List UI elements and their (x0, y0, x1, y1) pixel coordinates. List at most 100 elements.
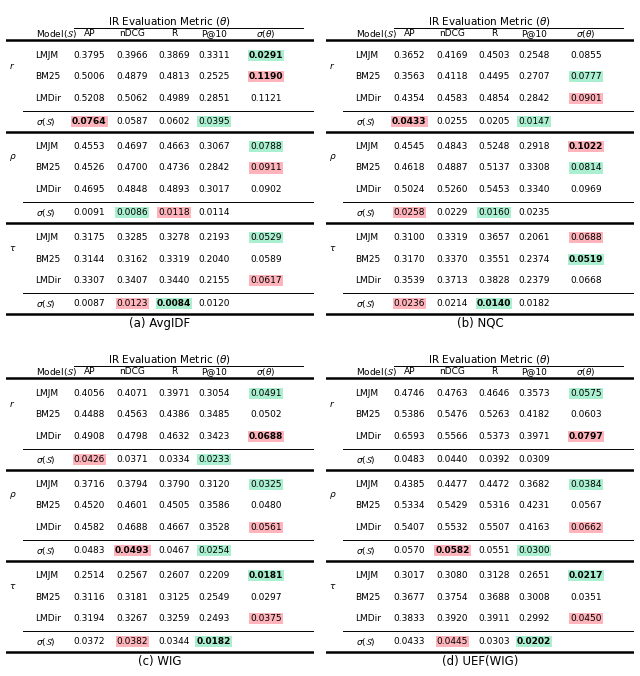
Text: 0.3423: 0.3423 (198, 432, 230, 441)
Text: 0.0483: 0.0483 (74, 546, 105, 555)
Text: 0.3485: 0.3485 (198, 410, 230, 419)
Text: $\tau$: $\tau$ (10, 582, 17, 591)
Text: 0.0303: 0.0303 (478, 637, 509, 646)
Text: 0.0217: 0.0217 (569, 571, 604, 580)
Text: 0.0334: 0.0334 (158, 455, 189, 464)
Text: 0.4646: 0.4646 (478, 389, 509, 397)
Text: 0.0205: 0.0205 (478, 117, 509, 126)
Text: 0.0382: 0.0382 (116, 637, 148, 646)
Text: 0.4887: 0.4887 (436, 164, 468, 172)
Text: $r$: $r$ (330, 399, 335, 409)
Text: 0.5024: 0.5024 (394, 185, 425, 194)
Text: 0.3120: 0.3120 (198, 480, 230, 489)
Text: 0.2567: 0.2567 (116, 571, 148, 580)
Text: BM25: BM25 (36, 164, 61, 172)
Text: 0.3716: 0.3716 (74, 480, 105, 489)
Text: Model($\mathcal{S}$): Model($\mathcal{S}$) (36, 28, 77, 39)
Text: BM25: BM25 (36, 72, 61, 81)
Text: 0.0777: 0.0777 (570, 72, 602, 81)
Text: 0.0662: 0.0662 (570, 523, 602, 532)
Text: 0.0603: 0.0603 (570, 410, 602, 419)
Text: P@10: P@10 (201, 367, 227, 376)
Text: 0.0587: 0.0587 (116, 117, 148, 126)
Text: 0.2061: 0.2061 (518, 233, 550, 242)
Text: 0.4893: 0.4893 (158, 185, 189, 194)
Text: 0.3652: 0.3652 (394, 51, 425, 59)
Text: 0.0344: 0.0344 (158, 637, 189, 646)
Text: R: R (171, 29, 177, 38)
Text: 0.3370: 0.3370 (436, 255, 468, 264)
Text: 0.3181: 0.3181 (116, 593, 148, 602)
Text: 0.0467: 0.0467 (158, 546, 189, 555)
Text: 0.2992: 0.2992 (518, 614, 550, 623)
Text: 0.3573: 0.3573 (518, 389, 550, 397)
Text: 0.0325: 0.0325 (250, 480, 282, 489)
Text: 0.0297: 0.0297 (250, 593, 282, 602)
Text: 0.0258: 0.0258 (394, 208, 425, 217)
Text: 0.3017: 0.3017 (394, 571, 425, 580)
Text: 0.3677: 0.3677 (394, 593, 425, 602)
Text: 0.2493: 0.2493 (198, 614, 230, 623)
Text: $\sigma(\theta)$: $\sigma(\theta)$ (576, 366, 596, 377)
Text: 0.5429: 0.5429 (436, 502, 468, 510)
Text: 0.0086: 0.0086 (116, 208, 148, 217)
Text: BM25: BM25 (356, 410, 381, 419)
Text: AP: AP (404, 29, 415, 38)
Text: 0.3175: 0.3175 (74, 233, 105, 242)
Text: 0.4697: 0.4697 (116, 142, 148, 151)
Text: 0.0236: 0.0236 (394, 299, 425, 308)
Text: 0.0480: 0.0480 (250, 502, 282, 510)
Text: 0.0120: 0.0120 (198, 299, 230, 308)
Text: 0.0426: 0.0426 (74, 455, 105, 464)
Text: 0.0582: 0.0582 (435, 546, 470, 555)
Text: 0.3795: 0.3795 (74, 51, 105, 59)
Text: BM25: BM25 (356, 72, 381, 81)
Text: 0.0160: 0.0160 (478, 208, 509, 217)
Text: 0.2842: 0.2842 (518, 94, 549, 103)
Text: 0.4545: 0.4545 (394, 142, 425, 151)
Text: BM25: BM25 (36, 255, 61, 264)
Text: 0.4477: 0.4477 (436, 480, 468, 489)
Text: 0.2040: 0.2040 (198, 255, 230, 264)
Text: 0.5476: 0.5476 (436, 410, 468, 419)
Text: $\sigma(\theta)$: $\sigma(\theta)$ (256, 366, 276, 377)
Text: LMDir: LMDir (36, 432, 61, 441)
Text: 0.4495: 0.4495 (478, 72, 509, 81)
Text: 0.0123: 0.0123 (116, 299, 148, 308)
Text: AP: AP (84, 367, 95, 376)
Text: 0.3008: 0.3008 (518, 593, 550, 602)
Text: 0.1121: 0.1121 (250, 94, 282, 103)
Text: $\sigma(\mathcal{S})$: $\sigma(\mathcal{S})$ (356, 207, 375, 219)
Text: $\sigma(\mathcal{S})$: $\sigma(\mathcal{S})$ (356, 545, 375, 557)
Text: 0.0491: 0.0491 (250, 389, 282, 397)
Text: 0.5532: 0.5532 (436, 523, 468, 532)
Text: 0.3319: 0.3319 (436, 233, 468, 242)
Text: 0.0450: 0.0450 (570, 614, 602, 623)
Text: 0.4169: 0.4169 (436, 51, 468, 59)
Text: 0.4700: 0.4700 (116, 164, 148, 172)
Text: 0.0182: 0.0182 (196, 637, 231, 646)
Text: LMJM: LMJM (36, 571, 59, 580)
Text: LMJM: LMJM (36, 480, 59, 489)
Text: 0.3828: 0.3828 (478, 276, 509, 285)
Text: R: R (171, 367, 177, 376)
Text: (c) WIG: (c) WIG (138, 654, 182, 668)
Text: $\sigma(\mathcal{S})$: $\sigma(\mathcal{S})$ (36, 298, 55, 310)
Text: 0.0433: 0.0433 (392, 117, 427, 126)
Text: 0.0351: 0.0351 (570, 593, 602, 602)
Text: 0.0502: 0.0502 (250, 410, 282, 419)
Text: 0.0087: 0.0087 (74, 299, 105, 308)
Text: $\tau$: $\tau$ (10, 244, 17, 253)
Text: Model($\mathcal{S}$): Model($\mathcal{S}$) (356, 28, 397, 39)
Text: IR Evaluation Metric ($\theta$): IR Evaluation Metric ($\theta$) (428, 354, 550, 366)
Text: 0.3440: 0.3440 (158, 276, 189, 285)
Text: LMJM: LMJM (36, 389, 59, 397)
Text: 0.4553: 0.4553 (74, 142, 105, 151)
Text: BM25: BM25 (36, 502, 61, 510)
Text: $r$: $r$ (10, 61, 15, 71)
Text: 0.2379: 0.2379 (518, 276, 550, 285)
Text: 0.0602: 0.0602 (158, 117, 189, 126)
Text: 0.3551: 0.3551 (478, 255, 509, 264)
Text: BM25: BM25 (36, 593, 61, 602)
Text: 0.0529: 0.0529 (250, 233, 282, 242)
